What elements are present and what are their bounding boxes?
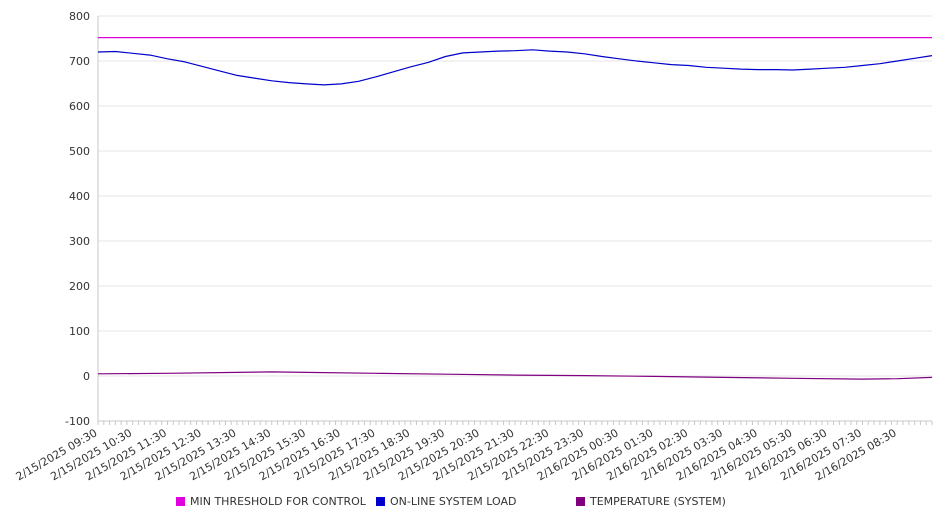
legend-swatch-on-line-system-load [376, 497, 385, 506]
y-tick-label: 400 [69, 190, 90, 203]
series-line-temperature-system [97, 371, 933, 380]
y-tick-label: 0 [83, 370, 90, 383]
y-tick-label: 800 [69, 10, 90, 23]
series-group [97, 36, 933, 380]
legend: MIN THRESHOLD FOR CONTROL ON-LINE SYSTEM … [176, 495, 726, 508]
legend-label-temperature-system: TEMPERATURE (SYSTEM) [589, 495, 726, 508]
y-tick-label: 700 [69, 55, 90, 68]
y-tick-label: 500 [69, 145, 90, 158]
legend-label-on-line-system-load: ON-LINE SYSTEM LOAD [390, 495, 516, 508]
y-tick-label: 100 [69, 325, 90, 338]
y-tick-label: 200 [69, 280, 90, 293]
legend-swatch-min-threshold-for-control [176, 497, 185, 506]
legend-swatch-temperature-system [576, 497, 585, 506]
y-tick-label: -100 [65, 415, 90, 428]
y-tick-label: 300 [69, 235, 90, 248]
legend-label-min-threshold-for-control: MIN THRESHOLD FOR CONTROL [190, 495, 367, 508]
grid-lines [98, 15, 932, 422]
series-line-on-line-system-load [97, 49, 933, 86]
y-tick-label: 600 [69, 100, 90, 113]
